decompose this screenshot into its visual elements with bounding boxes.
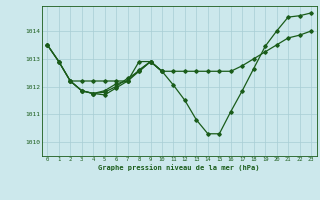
X-axis label: Graphe pression niveau de la mer (hPa): Graphe pression niveau de la mer (hPa) xyxy=(99,164,260,171)
